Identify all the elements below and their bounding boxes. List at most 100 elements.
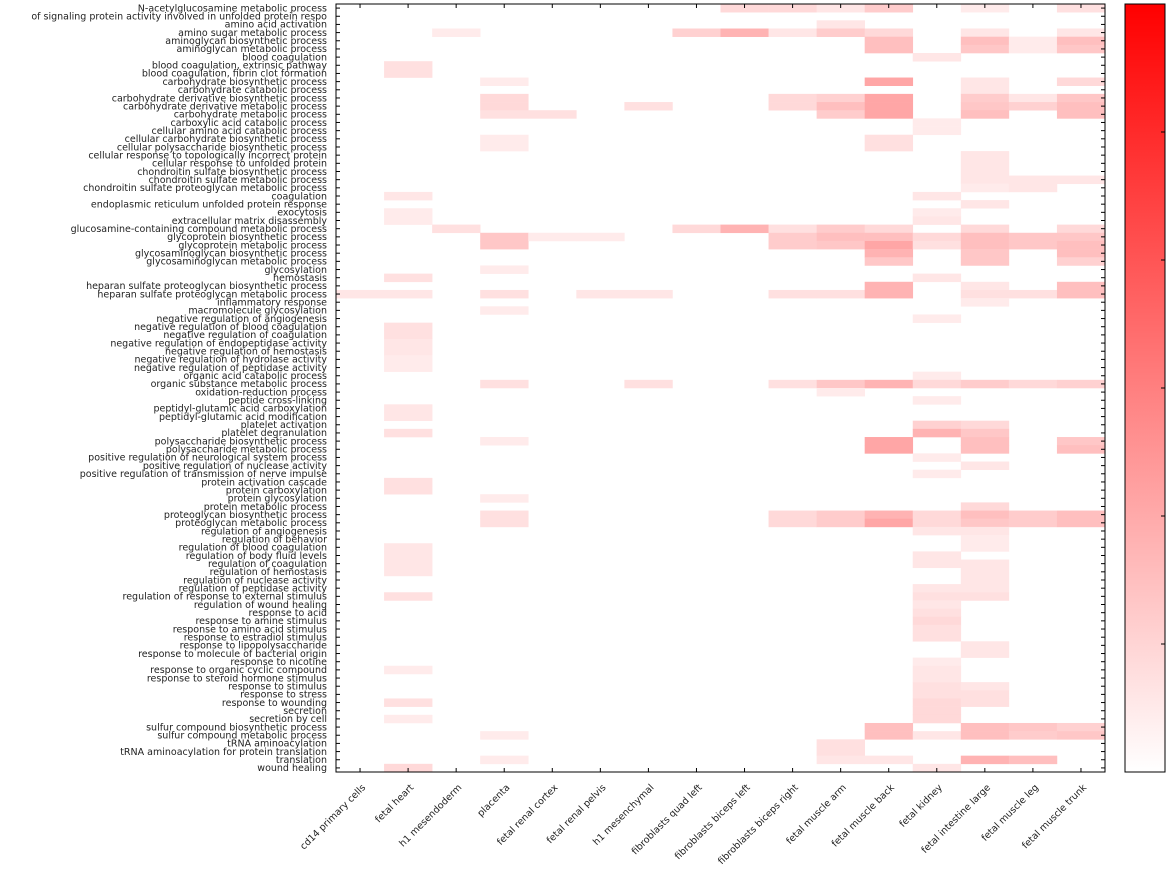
heatmap-cell: [1056, 4, 1106, 13]
heatmap-cell: [816, 755, 865, 765]
row-label: chondroitin sulfate biosynthetic process: [137, 167, 327, 178]
heatmap-cell: [960, 159, 1010, 168]
heatmap-cell: [864, 110, 914, 119]
heatmap-cell: [1056, 249, 1106, 258]
heatmap-cell: [480, 77, 529, 87]
heatmap-cell: [864, 134, 914, 144]
heatmap-cell: [912, 428, 962, 438]
heatmap-cell: [1056, 289, 1106, 299]
heatmap-cell: [336, 289, 385, 299]
heatmap-cell: [912, 633, 962, 642]
heatmap-cell: [912, 657, 962, 667]
heatmap-cell: [1056, 510, 1106, 520]
heatmap-cell: [864, 36, 914, 46]
heatmap-cell: [480, 232, 529, 242]
row-label: heparan sulfate proteoglycan metabolic p…: [97, 289, 327, 300]
row-label: tRNA aminoacylation for protein translat…: [120, 747, 327, 758]
heatmap-cell: [960, 592, 1010, 601]
heatmap-cells: [336, 4, 1106, 773]
heatmap-cell: [912, 616, 962, 626]
heatmap-cell: [864, 240, 914, 250]
heatmap-cell: [960, 510, 1010, 520]
colorbar: [1124, 3, 1166, 773]
heatmap-cell: [1008, 44, 1058, 54]
heatmap-cell: [384, 412, 433, 421]
heatmap-cell: [1056, 731, 1106, 740]
heatmap-cell: [1056, 77, 1106, 87]
heatmap-cell: [864, 289, 914, 299]
row-label: regulation of blood coagulation: [179, 543, 327, 554]
heatmap-cell: [960, 518, 1010, 528]
heatmap-cell: [960, 85, 1010, 95]
heatmap-cell: [1056, 281, 1106, 291]
heatmap-cell: [864, 102, 914, 111]
heatmap-cell: [720, 224, 769, 234]
row-label: N-acetylglucosamine metabolic process: [138, 3, 327, 14]
heatmap-cell: [816, 93, 865, 103]
row-label: heparan sulfate proteoglycan biosyntheti…: [86, 281, 327, 292]
heatmap-cell: [912, 273, 962, 283]
heatmap-cell: [960, 183, 1010, 193]
row-label: regulation of behavior: [222, 534, 327, 545]
heatmap-cell: [864, 379, 914, 389]
row-label: amino sugar metabolic process: [178, 28, 327, 39]
heatmap-cell: [816, 110, 865, 119]
heatmap-cell: [912, 314, 962, 323]
heatmap-cell: [960, 281, 1010, 291]
heatmap-cell: [1008, 755, 1058, 765]
heatmap-cell: [432, 28, 481, 37]
row-label: organic substance metabolic process: [151, 379, 327, 390]
heatmap-cell: [384, 551, 433, 560]
heatmap-cell: [960, 200, 1010, 209]
colorbar-ticks: [1161, 131, 1165, 645]
heatmap-cell: [912, 526, 962, 536]
heatmap-cell: [384, 347, 433, 356]
column-label-group: cd14 primary cells: [298, 782, 368, 852]
heatmap-cell: [864, 510, 914, 520]
heatmap-cell: [864, 281, 914, 291]
row-label: blood coagulation: [242, 52, 327, 63]
heatmap-cell: [864, 445, 914, 454]
heatmap-cell: [960, 379, 1010, 389]
heatmap-cell: [480, 93, 529, 103]
heatmap-cell: [960, 575, 1010, 585]
heatmap-cell: [1056, 445, 1106, 454]
column-label-group: fetal heart: [373, 782, 416, 825]
heatmap-cell: [768, 379, 817, 389]
heatmap-cell: [624, 379, 673, 389]
row-label: response to organic cyclic compound: [150, 665, 327, 676]
heatmap-cell: [384, 592, 433, 601]
heatmap-cell: [384, 330, 433, 340]
heatmap-cell: [864, 232, 914, 242]
row-label: translation: [276, 755, 327, 766]
heatmap-cell: [384, 338, 433, 348]
heatmap-cell: [960, 461, 1010, 471]
heatmap-cell: [1056, 518, 1106, 528]
heatmap-cell: [480, 240, 529, 250]
heatmap-cell: [960, 641, 1010, 650]
row-label: blood coagulation, fibrin clot formation: [142, 69, 327, 80]
heatmap-cell: [1056, 36, 1106, 46]
heatmap-cell: [480, 134, 529, 144]
heatmap-cell: [768, 93, 817, 103]
heatmap-cell: [912, 518, 962, 528]
row-label: regulation of nuclease activity: [183, 575, 327, 586]
row-label: protein activation cascade: [201, 477, 327, 488]
heatmap-cell: [960, 690, 1010, 699]
heatmap-cell: [912, 510, 962, 520]
row-label: response to nicotine: [230, 657, 327, 668]
row-label: proteoglycan biosynthetic process: [164, 510, 327, 521]
heatmap-cell: [912, 371, 962, 381]
heatmap-cell: [1008, 240, 1058, 250]
heatmap-cell: [912, 453, 962, 462]
heatmap-cell: [720, 28, 769, 37]
heatmap-cell: [816, 102, 865, 111]
heatmap-cell: [1008, 93, 1058, 103]
heatmap-cell: [1008, 232, 1058, 242]
row-label: positive regulation of transmission of n…: [80, 469, 327, 480]
heatmap-cell: [384, 714, 433, 724]
row-label: exocytosis: [277, 208, 327, 219]
heatmap-cell: [384, 289, 433, 299]
heatmap-cell: [912, 673, 962, 683]
